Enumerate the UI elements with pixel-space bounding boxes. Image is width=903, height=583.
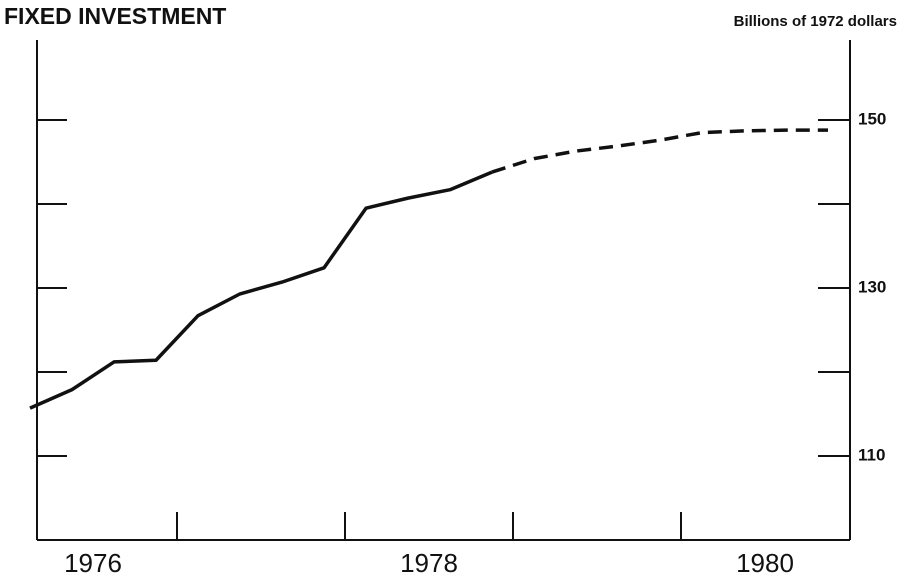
y-axis-label: Billions of 1972 dollars [734,13,897,30]
series-line [29,170,493,410]
y-tick-label: 150 [858,109,886,128]
series-line [491,128,828,174]
y-tick-label: 110 [858,445,885,464]
y-tick-label: 130 [858,277,886,296]
x-tick-label: 1978 [400,548,458,578]
x-tick-label: 1980 [736,548,794,578]
chart-title: FIXED INVESTMENT [4,3,226,29]
x-tick-label: 1976 [64,548,122,578]
